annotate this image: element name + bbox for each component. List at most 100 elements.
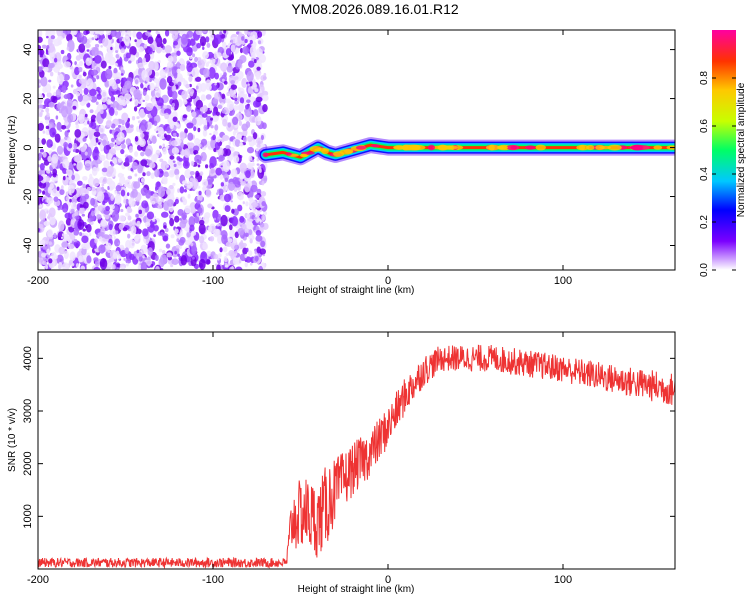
noise-speckle	[253, 59, 257, 64]
noise-speckle	[71, 202, 77, 211]
noise-speckle	[93, 257, 99, 262]
noise-speckle	[160, 160, 168, 171]
noise-speckle	[45, 30, 51, 35]
noise-speckle	[38, 122, 45, 131]
noise-speckle	[173, 72, 178, 79]
noise-speckle	[107, 262, 114, 268]
noise-speckle	[213, 51, 219, 60]
colorbar-tick-label-3: 0.6	[699, 119, 710, 133]
noise-speckle	[156, 97, 164, 107]
noise-speckle	[229, 136, 234, 142]
noise-speckle	[252, 208, 257, 214]
noise-speckle	[62, 159, 70, 169]
ridge-speckle	[299, 153, 308, 158]
noise-speckle	[172, 197, 175, 200]
noise-speckle	[125, 239, 132, 250]
noise-speckle	[176, 68, 181, 74]
noise-speckle	[49, 54, 56, 62]
noise-speckle	[59, 258, 63, 262]
noise-speckle	[114, 62, 118, 67]
noise-speckle	[154, 87, 162, 99]
noise-speckle	[48, 101, 55, 108]
noise-speckle	[49, 127, 57, 138]
noise-speckle	[248, 197, 254, 202]
noise-speckle	[80, 146, 86, 153]
noise-speckle	[110, 137, 115, 143]
noise-speckle	[251, 235, 255, 240]
noise-speckle	[239, 97, 245, 104]
noise-speckle	[165, 188, 171, 196]
noise-speckle	[56, 73, 65, 85]
noise-speckle	[203, 68, 210, 79]
noise-speckle	[83, 87, 89, 96]
ridge-speckle	[578, 144, 586, 151]
noise-speckle	[228, 250, 235, 257]
noise-speckle	[179, 186, 185, 194]
noise-speckle	[186, 122, 194, 129]
noise-speckle	[222, 160, 230, 173]
noise-speckle	[42, 151, 47, 158]
noise-speckle	[246, 213, 251, 219]
noise-speckle	[209, 167, 217, 177]
noise-speckle	[144, 148, 152, 157]
noise-speckle	[231, 208, 235, 214]
noise-speckle	[198, 258, 206, 270]
noise-speckle	[81, 243, 89, 250]
ridge-speckle	[314, 147, 330, 152]
noise-speckle	[157, 198, 162, 206]
noise-speckle	[158, 248, 163, 253]
noise-speckle	[57, 261, 63, 270]
noise-speckle	[240, 239, 244, 244]
noise-speckle	[114, 193, 122, 205]
noise-speckle	[247, 250, 253, 257]
noise-speckle	[38, 44, 42, 51]
noise-speckle	[163, 171, 170, 178]
noise-speckle	[74, 187, 82, 198]
noise-speckle	[147, 247, 153, 257]
noise-speckle	[241, 77, 248, 88]
noise-speckle	[196, 114, 204, 126]
noise-speckle	[256, 66, 261, 71]
noise-speckle	[197, 207, 203, 214]
noise-speckle	[140, 119, 148, 132]
noise-speckle	[52, 96, 58, 104]
noise-speckle	[223, 266, 231, 270]
noise-speckle	[47, 42, 55, 53]
noise-speckle	[136, 249, 140, 254]
noise-speckle	[153, 120, 158, 127]
noise-speckle	[184, 183, 188, 187]
noise-speckle	[134, 136, 139, 142]
noise-speckle	[46, 229, 53, 238]
colorbar-tick-label-0: 0.0	[699, 263, 710, 277]
noise-speckle	[135, 213, 139, 218]
noise-speckle	[172, 132, 177, 137]
noise-speckle	[167, 61, 174, 68]
noise-speckle	[170, 264, 174, 268]
noise-speckle	[59, 188, 65, 196]
noise-speckle	[62, 175, 66, 181]
noise-speckle	[259, 248, 266, 255]
noise-speckle	[164, 112, 170, 120]
noise-speckle	[139, 132, 145, 139]
noise-speckle	[93, 244, 97, 249]
noise-speckle	[120, 189, 126, 197]
noise-speckle	[151, 135, 157, 144]
noise-speckle	[194, 137, 201, 146]
noise-speckle	[69, 198, 72, 203]
noise-speckle	[63, 250, 69, 260]
noise-speckle	[195, 30, 203, 36]
noise-speckle	[100, 60, 107, 69]
noise-speckle	[180, 254, 187, 266]
noise-speckle	[134, 79, 139, 85]
noise-speckle	[53, 188, 57, 194]
noise-speckle	[191, 53, 196, 58]
noise-speckle	[138, 209, 143, 215]
noise-speckle	[225, 48, 232, 56]
noise-speckle	[124, 157, 129, 164]
noise-speckle	[110, 96, 116, 102]
ridge-speckle	[262, 152, 269, 158]
noise-speckle	[160, 254, 168, 265]
noise-speckle	[85, 57, 92, 66]
noise-speckle	[244, 261, 248, 268]
noise-speckle	[257, 165, 262, 170]
